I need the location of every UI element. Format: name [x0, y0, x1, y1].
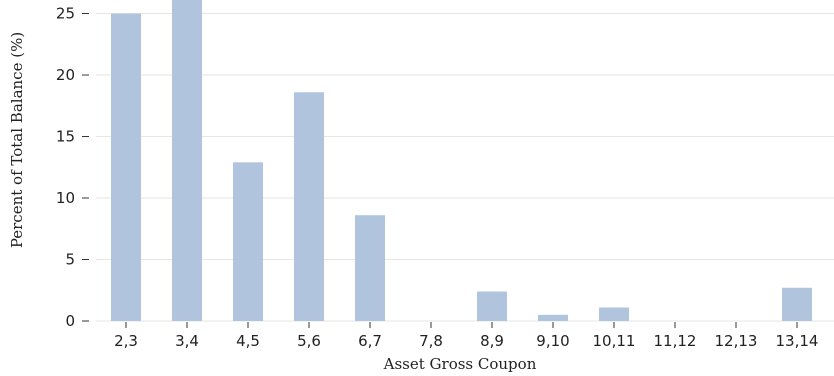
y-tick-label: 20: [56, 66, 75, 84]
y-tick-label: 10: [56, 189, 75, 207]
bar-2-3: [111, 13, 141, 321]
x-tick-label: 11,12: [654, 332, 697, 350]
y-tick-label: 15: [56, 128, 75, 146]
x-tick-label: 12,13: [715, 332, 758, 350]
bar-4-5: [233, 162, 263, 321]
grid-lines: [96, 13, 834, 322]
x-tick-label: 7,8: [419, 332, 443, 350]
bar-5-6: [294, 92, 324, 321]
y-axis-ticks: 0 5 10 15 20 25: [56, 5, 89, 330]
x-tick-label: 6,7: [358, 332, 382, 350]
bar-3-4: [172, 0, 202, 321]
x-tick-label: 2,3: [114, 332, 138, 350]
x-tick-label: 3,4: [175, 332, 199, 350]
x-tick-label: 4,5: [236, 332, 260, 350]
y-tick-label: 0: [65, 312, 75, 330]
y-axis-label: Percent of Total Balance (%): [8, 32, 26, 248]
bar-13-14: [782, 287, 812, 321]
bar-6-7: [355, 215, 385, 321]
bar-9-10: [538, 314, 568, 321]
x-tick-label: 13,14: [776, 332, 819, 350]
x-axis-label: Asset Gross Coupon: [383, 355, 537, 373]
x-tick-label: 5,6: [297, 332, 321, 350]
x-axis-ticks: 2,3 3,4 4,5 5,6 6,7 7,8 8,9 9,10 10,11 11,12 12,13…: [114, 322, 818, 350]
bars: [111, 0, 812, 321]
y-tick-label: 25: [56, 5, 75, 23]
bar-10-11: [599, 307, 629, 321]
x-tick-label: 9,10: [536, 332, 569, 350]
y-tick-label: 5: [65, 251, 75, 269]
x-tick-label: 8,9: [480, 332, 504, 350]
bar-8-9: [477, 291, 507, 321]
x-tick-label: 10,11: [593, 332, 636, 350]
